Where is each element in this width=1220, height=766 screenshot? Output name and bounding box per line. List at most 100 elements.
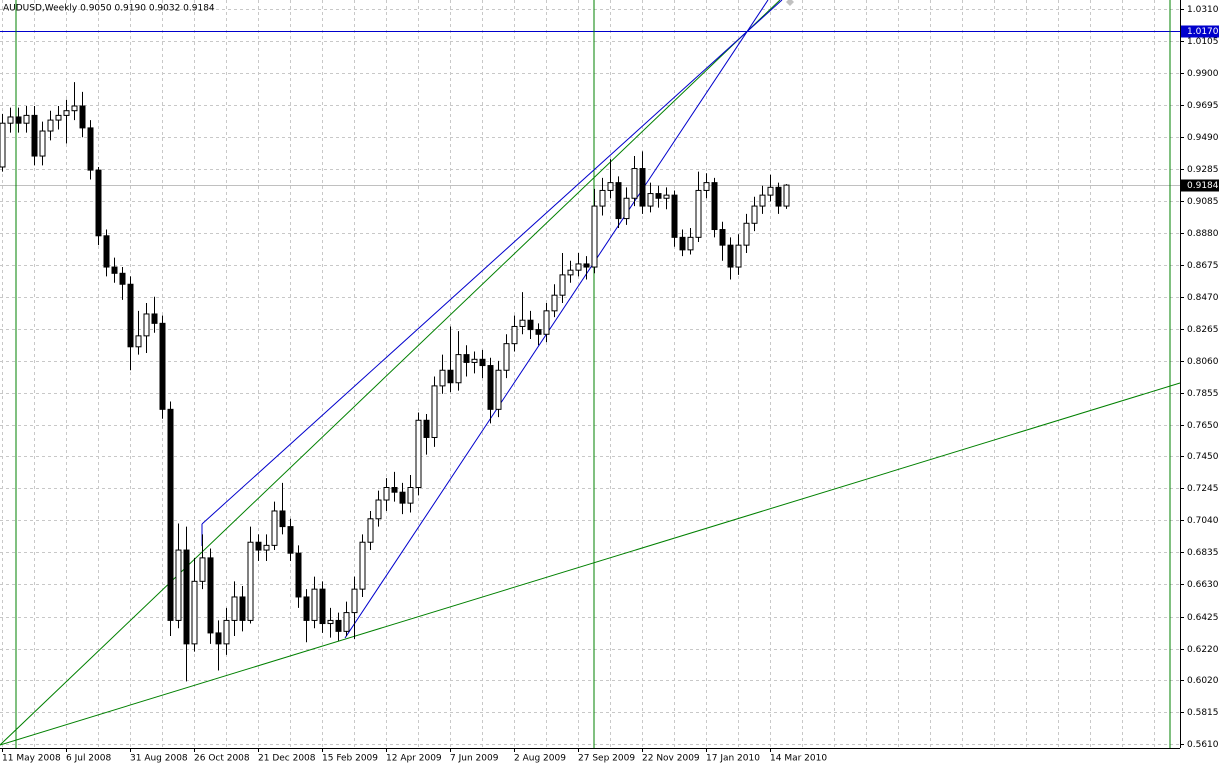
y-tick-label: 1.0310 [1187,5,1219,15]
candle-body [679,236,686,251]
candle-body [647,193,654,207]
x-tick-label: 7 Jun 2009 [450,754,499,764]
candle-body [431,385,438,438]
y-tick-label: 0.8675 [1187,261,1219,271]
candle-body [655,193,662,199]
candle-body [711,182,718,231]
candle-body [727,244,734,268]
price-level-label: 1.0170 [1187,27,1219,37]
candle-body [535,329,542,335]
candle-body [135,335,142,348]
candle-body [631,168,638,199]
last-price-box [1181,179,1219,192]
candle-body [367,518,374,543]
candle-body [735,244,742,268]
y-tick-label: 0.5815 [1187,708,1219,718]
chart-title: AUDUSD,Weekly 0.9050 0.9190 0.9032 0.918… [3,4,215,14]
candle-body [143,313,150,337]
candle-body [63,110,70,116]
candle-body [503,343,510,371]
candle-body [287,526,294,554]
candle-body [463,354,470,363]
candle-body [0,122,6,168]
y-tick-label: 0.6425 [1187,613,1219,623]
candle-body [519,319,526,327]
candle-body [263,544,270,551]
candle-body [391,487,398,493]
y-tick-label: 0.8265 [1187,325,1219,335]
candle-body [671,194,678,238]
candle-body [167,408,174,621]
candle-body [495,369,502,410]
y-tick-label: 0.6020 [1187,676,1219,686]
candle-body [783,184,790,207]
y-tick-label: 0.9900 [1187,69,1219,79]
candle-body [327,619,334,625]
candle-body [743,222,750,246]
candle-body [359,541,366,590]
candle-body [575,263,582,271]
candle-body [567,269,574,276]
channel-line [344,0,769,639]
x-tick-label: 2 Aug 2009 [514,754,566,764]
candle-body [615,182,622,220]
candle-body [207,557,214,634]
y-tick-label: 0.8470 [1187,293,1219,303]
candle-body [95,169,102,237]
x-tick-label: 22 Nov 2009 [642,754,700,764]
candle-body [23,114,30,124]
y-tick-label: 0.8060 [1187,357,1219,367]
x-tick-label: 15 Feb 2009 [322,754,378,764]
candle-body [119,272,126,285]
candle-body [295,552,302,598]
x-tick-label: 31 Aug 2008 [130,754,188,764]
candle-body [7,116,14,124]
y-tick-label: 0.7450 [1187,452,1219,462]
candle-body [543,310,550,335]
candle-body [175,549,182,621]
candle-body [215,632,222,645]
trend-line [0,0,781,746]
y-tick-label: 0.6630 [1187,580,1219,590]
candle-body [719,229,726,246]
candle-body [487,365,494,410]
candle-body [79,105,86,129]
y-tick-label: 0.9085 [1187,197,1219,207]
candle-body [231,596,238,621]
candle-body [47,119,54,132]
y-tick-label: 1.0105 [1187,37,1219,47]
candle-body [159,322,166,410]
candle-body [687,236,694,251]
candle-body [151,313,158,324]
trend-line [0,382,1181,746]
candle-body [423,419,430,438]
candle-body [583,263,590,268]
candle-body [303,596,310,621]
candle-body [31,114,38,157]
candle-body [455,354,462,384]
x-tick-label: 27 Sep 2009 [578,754,635,764]
candle-body [623,197,630,220]
y-tick-label: 0.6835 [1187,548,1219,558]
candle-body [559,274,566,296]
candle-body [663,194,670,199]
candle-body [471,358,478,363]
y-tick-label: 0.7040 [1187,516,1219,526]
channel-line [201,0,783,525]
candle-body [223,619,230,645]
x-tick-label: 17 Jan 2010 [706,754,760,764]
candle-body [527,319,534,331]
anchor-marker [786,0,794,6]
candle-body [383,487,390,501]
candle-body [351,588,358,614]
candle-body [319,588,326,625]
candle-body [183,549,190,645]
candle-body [335,619,342,632]
candle-body [599,189,606,207]
candle-body [479,358,486,367]
chart-objects [0,0,1181,748]
candle-body [751,205,758,224]
y-tick-label: 0.7650 [1187,421,1219,431]
